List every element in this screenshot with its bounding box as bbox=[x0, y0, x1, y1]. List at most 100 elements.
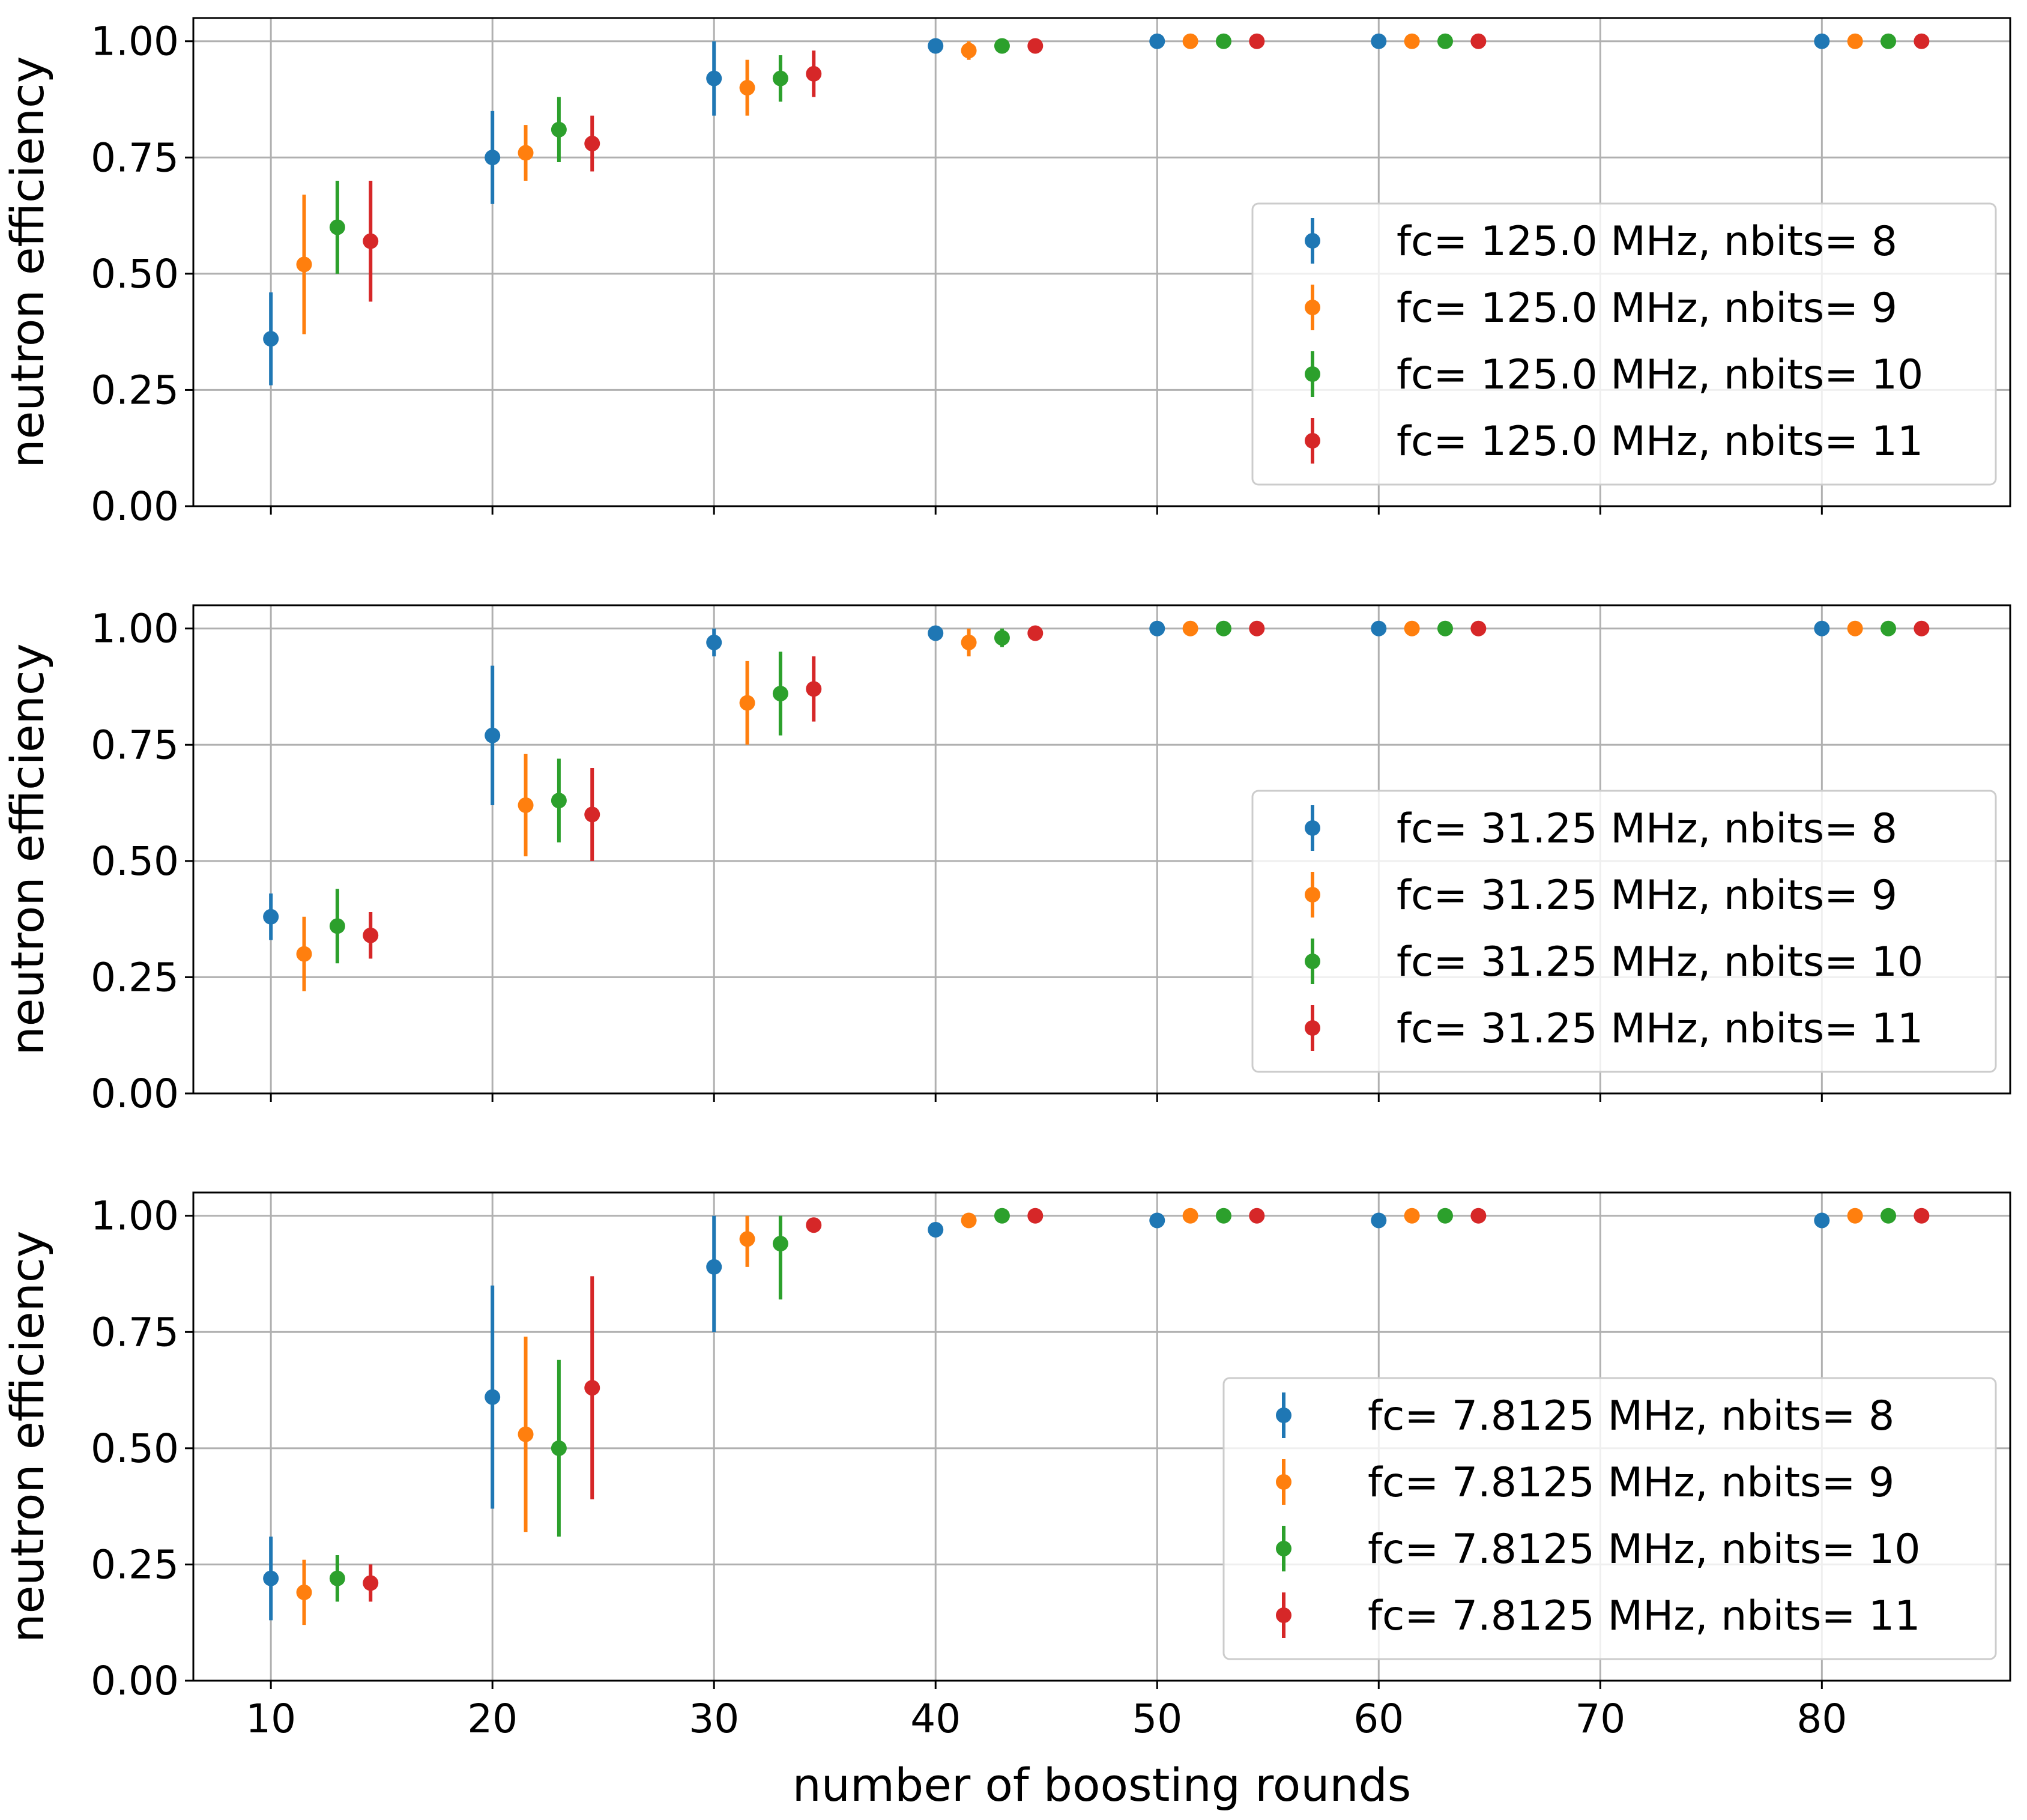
series-2 bbox=[329, 33, 1897, 274]
data-point bbox=[1437, 620, 1453, 636]
data-point bbox=[739, 80, 755, 96]
legend-label: fc= 7.8125 MHz, nbits= 11 bbox=[1368, 1592, 1921, 1640]
data-point bbox=[363, 1575, 379, 1591]
y-tick-label: 0.50 bbox=[91, 251, 179, 297]
y-tick-label: 0.25 bbox=[91, 954, 179, 1000]
legend-marker bbox=[1276, 1407, 1291, 1423]
series-3 bbox=[363, 1208, 1930, 1602]
data-point bbox=[485, 1389, 501, 1405]
data-point bbox=[1880, 620, 1897, 636]
data-point bbox=[994, 630, 1010, 646]
data-point bbox=[1149, 620, 1165, 636]
panel-fc-7-8125: 0.00 0.25 0.50 0.75 1.00 10 20 30 40 50 60 70 80 neut… bbox=[1, 1191, 2011, 1812]
data-point bbox=[1470, 1208, 1487, 1224]
data-point bbox=[806, 681, 822, 697]
y-tick-label: 0.00 bbox=[91, 483, 179, 530]
data-point bbox=[518, 145, 534, 161]
legend-label: fc= 125.0 MHz, nbits= 8 bbox=[1397, 218, 1897, 265]
y-axis-label: neutron efficiency bbox=[1, 56, 54, 468]
x-tick-label: 80 bbox=[1796, 1696, 1847, 1742]
x-tick-label: 10 bbox=[246, 1696, 296, 1742]
data-point bbox=[1371, 620, 1387, 636]
data-point bbox=[485, 727, 501, 743]
data-point bbox=[1249, 33, 1265, 49]
legend-label: fc= 31.25 MHz, nbits= 8 bbox=[1397, 805, 1897, 853]
y-tick-label: 0.50 bbox=[91, 1425, 179, 1472]
data-point bbox=[1149, 1212, 1165, 1229]
data-point bbox=[485, 150, 501, 166]
series-3 bbox=[363, 33, 1930, 302]
y-tick-label: 0.25 bbox=[91, 367, 179, 413]
data-point bbox=[806, 1217, 822, 1233]
data-point bbox=[928, 38, 944, 54]
y-tick-label: 0.00 bbox=[91, 1071, 179, 1117]
panel-fc-31-25: 0.00 0.25 0.50 0.75 1.00 neutron efficiency fc… bbox=[1, 604, 2011, 1117]
data-point bbox=[961, 1212, 977, 1229]
data-point bbox=[1027, 38, 1044, 54]
y-axis-label: neutron efficiency bbox=[1, 643, 54, 1055]
data-point bbox=[1215, 33, 1231, 49]
data-point bbox=[1027, 625, 1044, 641]
x-tick-label: 30 bbox=[689, 1696, 739, 1742]
data-point bbox=[1404, 33, 1420, 49]
y-tick-label: 1.00 bbox=[91, 19, 179, 65]
data-point bbox=[1182, 33, 1198, 49]
series-0 bbox=[263, 620, 1830, 940]
series-2 bbox=[329, 1208, 1897, 1602]
data-point bbox=[1027, 1208, 1044, 1224]
data-point bbox=[1470, 33, 1487, 49]
legend-label: fc= 7.8125 MHz, nbits= 9 bbox=[1368, 1459, 1894, 1507]
data-point bbox=[1847, 33, 1863, 49]
plot-frame bbox=[192, 17, 2011, 507]
data-point bbox=[263, 331, 279, 347]
data-point bbox=[806, 65, 822, 82]
series-0 bbox=[263, 1212, 1830, 1621]
data-point bbox=[1437, 1208, 1453, 1224]
data-point bbox=[584, 806, 600, 823]
data-point bbox=[1371, 33, 1387, 49]
data-point bbox=[263, 908, 279, 925]
legend-marker bbox=[1305, 233, 1320, 249]
data-point bbox=[928, 1221, 944, 1238]
data-point bbox=[961, 634, 977, 650]
data-point bbox=[1814, 1212, 1830, 1229]
data-point bbox=[329, 1570, 345, 1586]
data-point bbox=[584, 136, 600, 152]
legend-marker bbox=[1305, 300, 1320, 315]
legend: fc= 125.0 MHz, nbits= 8 fc= 125.0 MHz, nb… bbox=[1251, 202, 1997, 486]
x-tick-label: 60 bbox=[1353, 1696, 1404, 1742]
legend-marker bbox=[1305, 1020, 1320, 1036]
data-point bbox=[1215, 620, 1231, 636]
x-axis-label: number of boosting rounds bbox=[793, 1758, 1412, 1812]
legend-label: fc= 125.0 MHz, nbits= 10 bbox=[1397, 351, 1923, 399]
data-point bbox=[551, 121, 567, 138]
legend-marker bbox=[1305, 954, 1320, 969]
data-point bbox=[706, 70, 722, 86]
data-point bbox=[772, 1236, 788, 1252]
data-point bbox=[329, 219, 345, 235]
data-point bbox=[739, 695, 755, 711]
legend-marker bbox=[1276, 1607, 1291, 1623]
data-point bbox=[1814, 33, 1830, 49]
data-point bbox=[329, 918, 345, 934]
data-point bbox=[263, 1570, 279, 1586]
legend-label: fc= 7.8125 MHz, nbits= 8 bbox=[1368, 1392, 1894, 1440]
data-point bbox=[1404, 620, 1420, 636]
y-tick-label: 1.00 bbox=[91, 606, 179, 652]
legend-label: fc= 7.8125 MHz, nbits= 10 bbox=[1368, 1526, 1921, 1573]
legend-marker bbox=[1305, 366, 1320, 382]
legend: fc= 7.8125 MHz, nbits= 8 fc= 7.8125 MHz, … bbox=[1222, 1377, 1997, 1660]
data-point bbox=[1149, 33, 1165, 49]
data-point bbox=[739, 1231, 755, 1247]
data-point bbox=[363, 927, 379, 943]
panel-fc-125: 0.00 0.25 0.50 0.75 1.00 neutron efficiency fc… bbox=[1, 17, 2011, 530]
data-point bbox=[1182, 1208, 1198, 1224]
x-tick-label: 20 bbox=[467, 1696, 518, 1742]
data-point bbox=[1215, 1208, 1231, 1224]
y-axis-label: neutron efficiency bbox=[1, 1230, 54, 1642]
data-point bbox=[518, 797, 534, 813]
y-tick-label: 0.25 bbox=[91, 1541, 179, 1588]
data-point bbox=[994, 1208, 1010, 1224]
legend-label: fc= 31.25 MHz, nbits= 9 bbox=[1397, 872, 1897, 919]
data-point bbox=[1371, 1212, 1387, 1229]
